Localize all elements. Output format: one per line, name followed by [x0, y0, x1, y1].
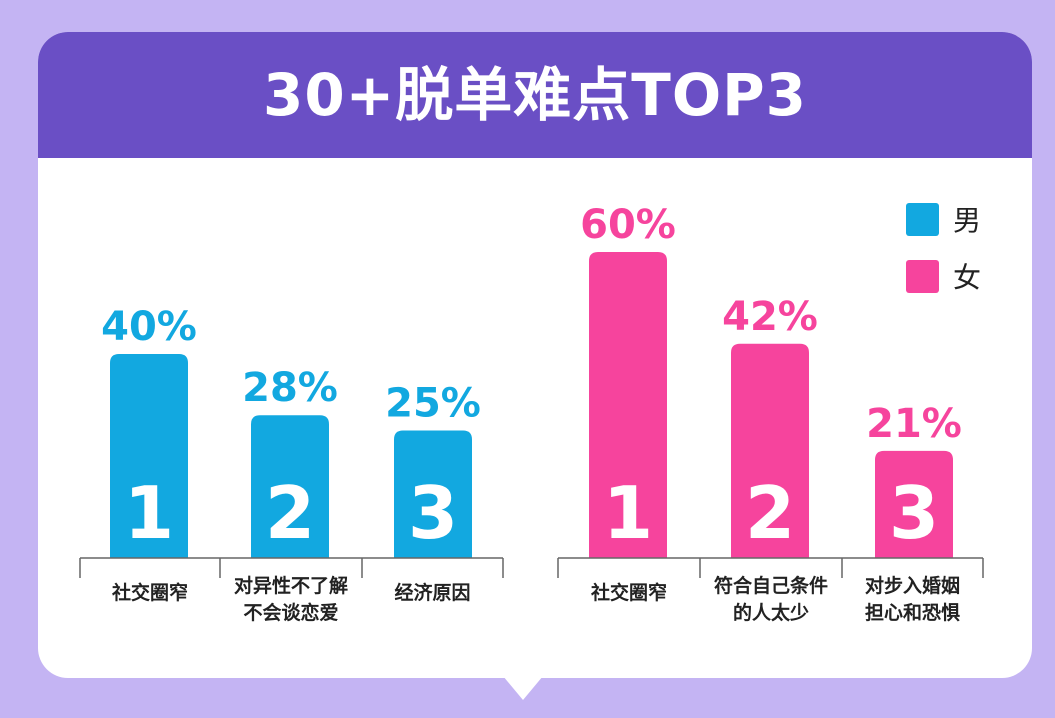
category-label: 符合自己条件 的人太少	[713, 575, 828, 624]
bar	[589, 252, 667, 558]
bar	[394, 430, 472, 558]
bar-value-label: 40%	[101, 304, 197, 350]
rank-number: 2	[265, 471, 315, 555]
category-label: 对步入婚姻 担心和恐惧	[864, 575, 960, 624]
bar-value-label: 21%	[866, 401, 962, 447]
bar-value-label: 28%	[242, 365, 338, 411]
bar	[251, 415, 329, 558]
legend-label-female: 女	[953, 261, 982, 294]
category-label: 经济原因	[394, 582, 471, 604]
card-pointer	[503, 676, 543, 700]
bar	[875, 450, 953, 558]
category-label: 社交圈窄	[590, 582, 667, 604]
category-label: 对异性不了解 不会谈恋爱	[233, 575, 348, 624]
legend-item-male: 男	[906, 199, 981, 239]
legend-label-male: 男	[953, 204, 982, 237]
rank-number: 3	[408, 471, 458, 555]
rank-number: 2	[745, 471, 795, 555]
rank-number: 1	[124, 471, 174, 555]
bar-value-label: 60%	[580, 202, 676, 248]
legend-swatch-female	[906, 259, 939, 293]
chart-title: 30+脱单难点TOP3	[262, 61, 808, 129]
bar	[110, 354, 188, 558]
rank-number: 1	[603, 471, 653, 555]
rank-number: 3	[889, 471, 939, 555]
title-banner	[38, 32, 1032, 158]
category-label: 社交圈窄	[111, 582, 188, 604]
chart-card: 30+脱单难点TOP3	[38, 32, 1032, 678]
legend-item-female: 女	[906, 256, 981, 296]
bar	[731, 343, 809, 558]
bar-value-label: 42%	[722, 294, 818, 340]
bar-value-label: 25%	[385, 381, 481, 427]
legend-swatch-male	[906, 202, 939, 236]
